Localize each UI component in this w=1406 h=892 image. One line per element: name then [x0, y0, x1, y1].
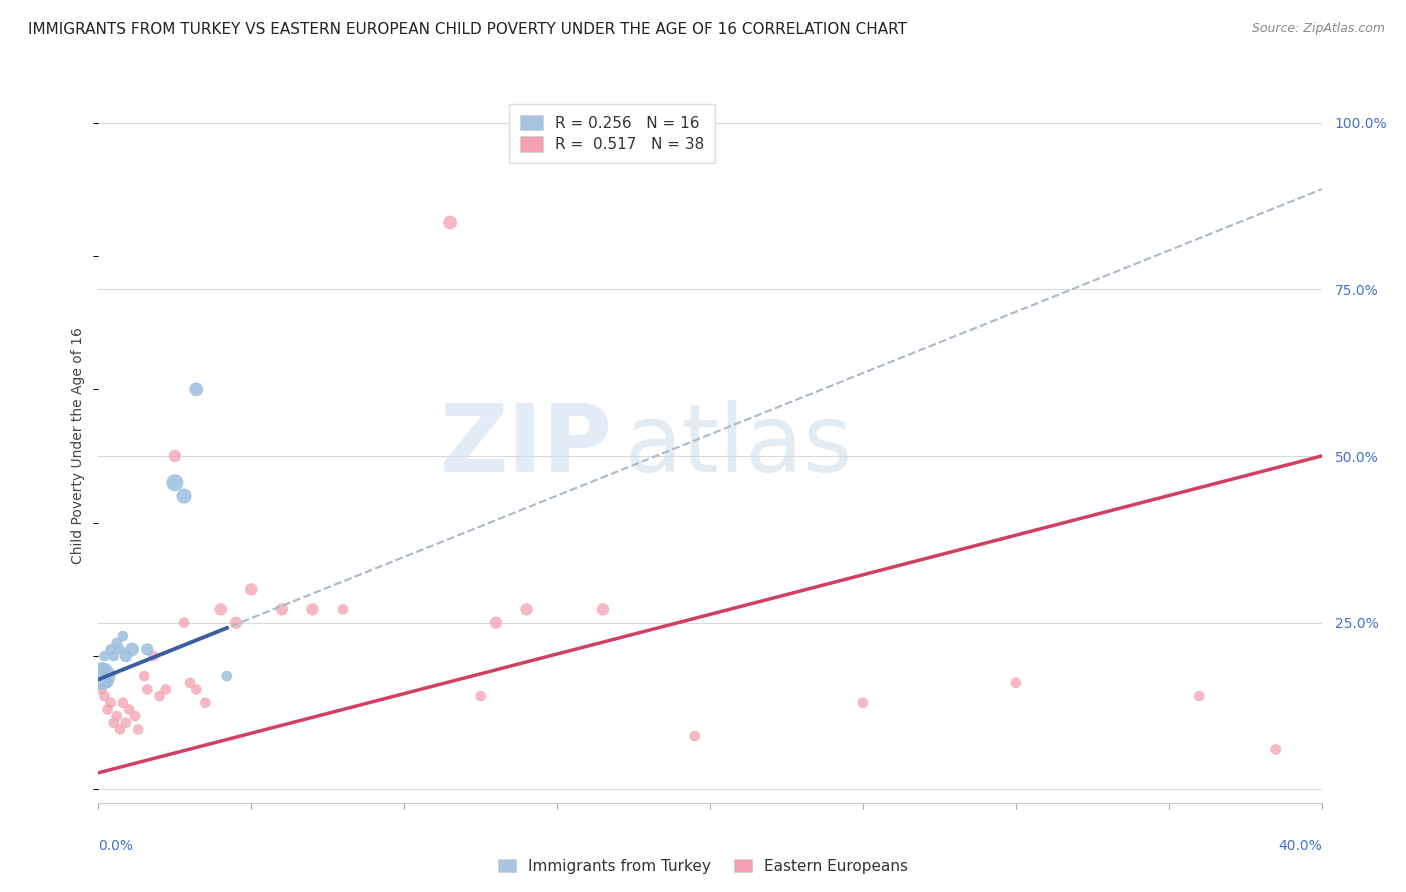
Point	[115, 649, 138, 664]
Point	[115, 715, 138, 730]
Point	[852, 696, 875, 710]
Point	[173, 489, 195, 503]
Legend: Immigrants from Turkey, Eastern Europeans: Immigrants from Turkey, Eastern European…	[492, 853, 914, 880]
Point	[516, 602, 538, 616]
Point	[111, 629, 134, 643]
Point	[90, 669, 112, 683]
Text: 0.0%: 0.0%	[98, 839, 134, 854]
Point	[163, 449, 186, 463]
Point	[332, 602, 354, 616]
Point	[225, 615, 247, 630]
Point	[173, 615, 195, 630]
Point	[683, 729, 706, 743]
Point	[1004, 675, 1026, 690]
Point	[100, 642, 122, 657]
Point	[134, 669, 156, 683]
Point	[470, 689, 492, 703]
Point	[155, 682, 177, 697]
Text: Source: ZipAtlas.com: Source: ZipAtlas.com	[1251, 22, 1385, 36]
Y-axis label: Child Poverty Under the Age of 16: Child Poverty Under the Age of 16	[72, 327, 86, 565]
Point	[209, 602, 232, 616]
Point	[100, 696, 122, 710]
Point	[186, 382, 208, 396]
Point	[240, 582, 263, 597]
Point	[90, 682, 112, 697]
Point	[93, 689, 115, 703]
Point	[108, 723, 131, 737]
Text: ZIP: ZIP	[439, 400, 612, 492]
Point	[485, 615, 508, 630]
Point	[93, 649, 115, 664]
Point	[1188, 689, 1211, 703]
Point	[163, 475, 186, 490]
Point	[270, 602, 292, 616]
Point	[179, 675, 201, 690]
Point	[439, 216, 461, 230]
Point	[149, 689, 172, 703]
Point	[118, 702, 141, 716]
Text: 40.0%: 40.0%	[1278, 839, 1322, 854]
Point	[121, 642, 143, 657]
Point	[136, 682, 159, 697]
Point	[93, 662, 115, 676]
Point	[301, 602, 323, 616]
Point	[103, 649, 125, 664]
Point	[105, 636, 128, 650]
Point	[136, 642, 159, 657]
Point	[105, 709, 128, 723]
Text: atlas: atlas	[624, 400, 852, 492]
Point	[186, 682, 208, 697]
Point	[97, 675, 120, 690]
Point	[97, 702, 120, 716]
Point	[215, 669, 238, 683]
Point	[111, 696, 134, 710]
Legend: R = 0.256   N = 16, R =  0.517   N = 38: R = 0.256 N = 16, R = 0.517 N = 38	[509, 104, 716, 162]
Point	[124, 709, 146, 723]
Text: IMMIGRANTS FROM TURKEY VS EASTERN EUROPEAN CHILD POVERTY UNDER THE AGE OF 16 COR: IMMIGRANTS FROM TURKEY VS EASTERN EUROPE…	[28, 22, 907, 37]
Point	[103, 715, 125, 730]
Point	[1264, 742, 1286, 756]
Point	[127, 723, 149, 737]
Point	[194, 696, 217, 710]
Point	[142, 649, 165, 664]
Point	[592, 602, 614, 616]
Point	[108, 642, 131, 657]
